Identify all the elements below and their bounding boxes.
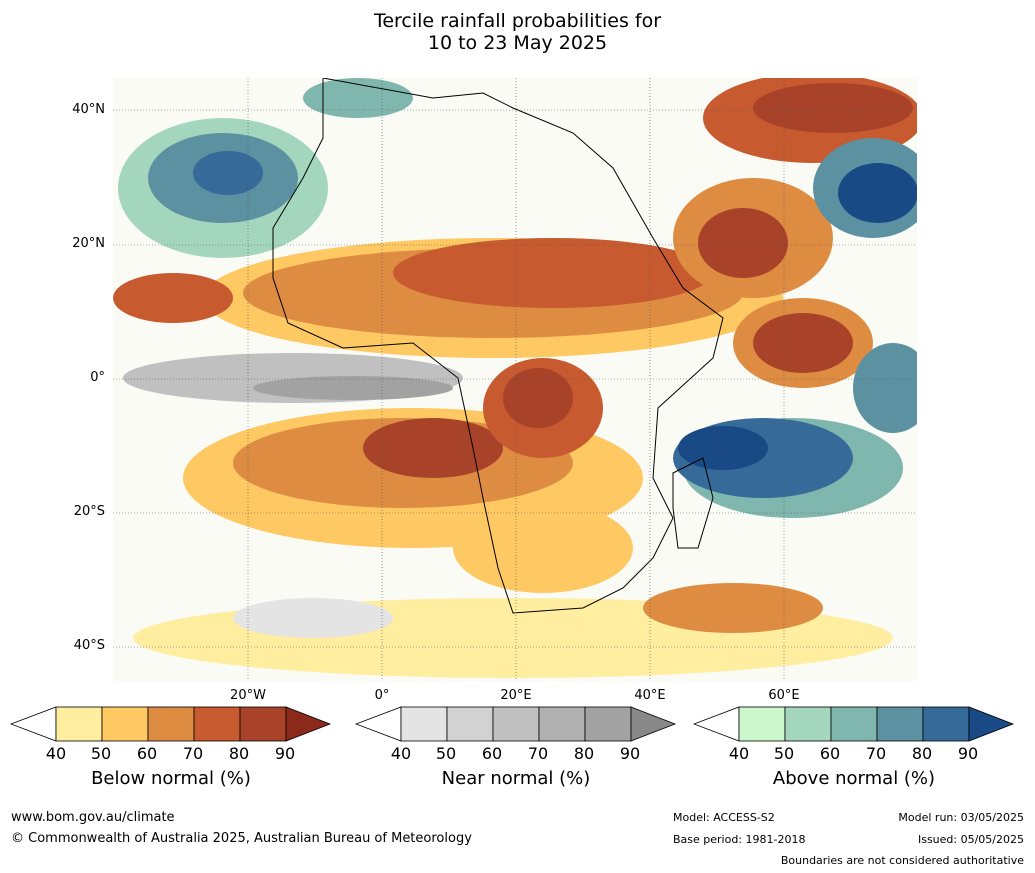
colorbar-min-extension (693, 706, 740, 742)
colorbar-bin (400, 706, 448, 742)
colorbar-max-extension (285, 706, 332, 742)
colorbar-bin (193, 706, 241, 742)
map-canvas (113, 78, 917, 681)
lon-label-20e: 20°E (500, 688, 532, 703)
lat-label-20n: 20°N (72, 236, 105, 251)
lon-label-40e: 40°E (634, 688, 666, 703)
title-line-2: 10 to 23 May 2025 (427, 32, 608, 54)
footer-model-run: Model run: 03/05/2025 (898, 811, 1024, 824)
tick: 50 (435, 744, 457, 763)
colorbar-max-extension (630, 706, 677, 742)
footer-copyright: © Commonwealth of Australia 2025, Austra… (11, 831, 472, 846)
colorbar-bin (446, 706, 494, 742)
colorbar-near (355, 706, 677, 742)
map-title: Tercile rainfall probabilities for 10 to… (0, 10, 1035, 54)
colorbar-min-extension (355, 706, 402, 742)
lat-label-40n: 40°N (72, 102, 105, 117)
colorbar-bin (492, 706, 540, 742)
tick: 60 (819, 744, 841, 763)
colorbar-bin (784, 706, 832, 742)
lon-label-60e: 60°E (768, 688, 800, 703)
tick: 50 (773, 744, 795, 763)
tick: 80 (228, 744, 250, 763)
footer-url: www.bom.gov.au/climate (11, 810, 175, 825)
colorbar-above-label: Above normal (%) (772, 768, 936, 789)
colorbar-min-extension (10, 706, 57, 742)
tick: 90 (274, 744, 296, 763)
lon-label-0: 0° (374, 688, 390, 703)
tick: 70 (182, 744, 204, 763)
tick: 40 (728, 744, 750, 763)
colorbar-bin (922, 706, 970, 742)
colorbar-near-label: Near normal (%) (441, 768, 591, 789)
colorbar-bin (584, 706, 632, 742)
colorbar-bin (830, 706, 878, 742)
tick: 60 (481, 744, 503, 763)
colorbar-below-label: Below normal (%) (91, 768, 251, 789)
colorbar-bin (147, 706, 195, 742)
tick: 70 (865, 744, 887, 763)
colorbar-bin (876, 706, 924, 742)
tick: 50 (90, 744, 112, 763)
footer-model: Model: ACCESS-S2 (673, 811, 775, 824)
footer-disclaimer: Boundaries are not considered authoritat… (780, 854, 1024, 867)
tick: 90 (957, 744, 979, 763)
lat-label-40s: 40°S (73, 638, 105, 653)
lon-label-20w: 20°W (230, 688, 266, 703)
footer-issued: Issued: 05/05/2025 (917, 833, 1024, 846)
colorbar-bin (101, 706, 149, 742)
tick: 70 (527, 744, 549, 763)
tick: 40 (45, 744, 67, 763)
colorbar-below (10, 706, 332, 742)
colorbar-bin (239, 706, 287, 742)
colorbar-bin (538, 706, 586, 742)
tick: 90 (619, 744, 641, 763)
tick: 80 (911, 744, 933, 763)
tick: 40 (390, 744, 412, 763)
colorbar-above (693, 706, 1015, 742)
colorbar-max-extension (968, 706, 1015, 742)
colorbar-bin (55, 706, 103, 742)
lat-label-20s: 20°S (73, 504, 105, 519)
tick: 60 (136, 744, 158, 763)
tick: 80 (573, 744, 595, 763)
rainfall-map (113, 78, 917, 681)
lat-label-0: 0° (90, 370, 105, 385)
footer-base-period: Base period: 1981-2018 (673, 833, 806, 846)
title-line-1: Tercile rainfall probabilities for (373, 10, 662, 32)
colorbar-bin (738, 706, 786, 742)
